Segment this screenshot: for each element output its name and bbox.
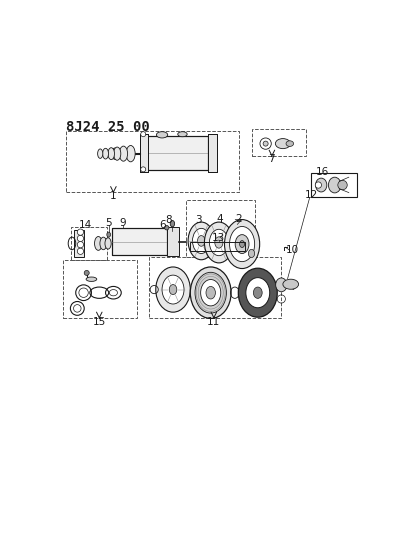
Text: 10: 10 (286, 245, 299, 255)
Ellipse shape (240, 240, 245, 247)
Text: 12: 12 (305, 190, 318, 200)
Text: 14: 14 (79, 220, 92, 230)
Text: 4: 4 (217, 214, 224, 224)
Ellipse shape (156, 132, 168, 138)
Text: 13: 13 (212, 233, 225, 244)
Bar (71, 227, 107, 260)
Ellipse shape (170, 221, 175, 227)
Ellipse shape (235, 235, 249, 254)
Ellipse shape (156, 267, 190, 312)
Ellipse shape (162, 275, 184, 304)
Bar (311, 173, 357, 197)
Bar (66, 131, 239, 192)
Ellipse shape (105, 238, 111, 249)
Text: 15: 15 (93, 317, 106, 327)
Ellipse shape (178, 132, 187, 136)
Ellipse shape (230, 227, 255, 262)
Ellipse shape (107, 232, 111, 237)
Bar (145, 136, 207, 171)
Ellipse shape (141, 132, 146, 136)
Bar (207, 134, 217, 172)
Ellipse shape (169, 285, 177, 295)
Ellipse shape (206, 286, 215, 299)
Bar (140, 134, 148, 173)
Text: 6: 6 (159, 220, 166, 230)
Ellipse shape (119, 146, 128, 161)
Ellipse shape (200, 279, 221, 306)
Ellipse shape (84, 270, 89, 276)
Ellipse shape (126, 146, 135, 162)
Text: 11: 11 (207, 317, 220, 327)
Ellipse shape (77, 235, 83, 241)
Ellipse shape (209, 229, 228, 256)
Ellipse shape (164, 225, 169, 230)
Text: 8: 8 (165, 215, 172, 225)
Bar (140, 134, 148, 173)
Ellipse shape (77, 241, 83, 248)
Bar (63, 260, 137, 318)
Ellipse shape (121, 232, 125, 237)
Ellipse shape (190, 267, 231, 318)
Ellipse shape (276, 278, 287, 292)
Ellipse shape (77, 248, 83, 254)
Ellipse shape (205, 222, 233, 263)
Ellipse shape (254, 287, 262, 298)
Bar (74, 230, 83, 256)
Ellipse shape (248, 249, 255, 257)
Ellipse shape (238, 268, 277, 317)
Ellipse shape (224, 220, 260, 269)
Ellipse shape (215, 237, 223, 248)
Ellipse shape (263, 141, 268, 146)
Ellipse shape (315, 178, 327, 192)
Ellipse shape (77, 229, 83, 235)
Bar (112, 228, 167, 255)
Text: 2: 2 (236, 214, 242, 224)
Ellipse shape (286, 141, 294, 147)
Ellipse shape (111, 148, 119, 159)
Text: 9: 9 (119, 217, 126, 228)
Bar (149, 256, 281, 318)
Ellipse shape (328, 177, 341, 193)
Text: 7: 7 (269, 155, 275, 164)
Ellipse shape (98, 149, 103, 158)
Bar (252, 130, 307, 156)
Ellipse shape (338, 180, 347, 190)
Ellipse shape (192, 228, 210, 254)
Ellipse shape (113, 147, 121, 160)
Text: 3: 3 (195, 215, 201, 224)
Ellipse shape (246, 278, 270, 308)
Text: 5: 5 (105, 217, 112, 228)
Ellipse shape (94, 237, 102, 251)
Ellipse shape (188, 222, 215, 260)
Ellipse shape (141, 167, 146, 172)
Bar (185, 200, 255, 256)
Bar (207, 134, 217, 172)
Ellipse shape (195, 272, 226, 313)
Bar (145, 136, 207, 171)
Ellipse shape (102, 148, 109, 159)
Text: 8J24 25 00: 8J24 25 00 (66, 120, 150, 134)
Bar (190, 241, 245, 251)
Ellipse shape (275, 139, 290, 149)
Ellipse shape (260, 138, 271, 149)
Ellipse shape (86, 277, 97, 281)
Ellipse shape (198, 236, 205, 246)
Bar (112, 228, 167, 255)
Text: 16: 16 (315, 167, 329, 177)
Text: 1: 1 (110, 191, 117, 201)
Ellipse shape (315, 182, 322, 188)
Bar (167, 228, 179, 256)
Ellipse shape (100, 237, 107, 249)
Ellipse shape (108, 148, 115, 159)
Ellipse shape (283, 279, 298, 289)
